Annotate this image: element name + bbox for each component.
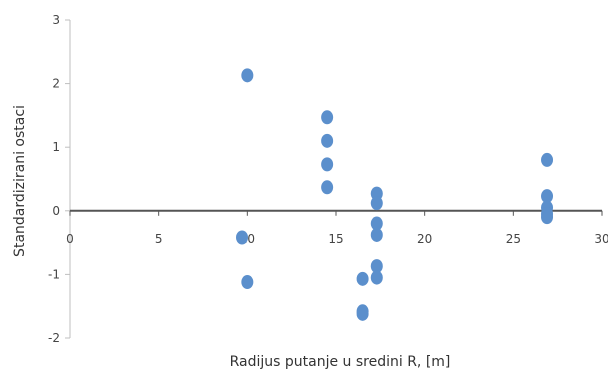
data-point [321,133,334,148]
y-axis-title: Standardizirani ostaci [12,105,28,257]
data-point [541,152,554,167]
x-tick-label: 30 [594,232,608,246]
x-axis-title: Radijus putanje u sredini R, [m] [230,354,451,369]
data-point [321,110,334,125]
data-point [241,275,254,290]
data-point [321,180,334,195]
data-point [241,68,254,83]
data-point [541,210,554,225]
x-tick-label: 20 [417,232,432,246]
x-axis: 051015202530 [66,209,608,246]
y-tick-label: -1 [48,267,60,281]
data-point [370,216,383,231]
data-point [321,157,334,172]
x-tick-label: 0 [66,232,74,246]
y-tick-label: 1 [52,140,60,154]
x-tick-label: 5 [155,232,163,246]
data-point [541,189,554,204]
data-points [236,68,554,321]
y-tick-label: 2 [52,77,60,91]
data-point [370,227,383,242]
data-point [356,306,369,321]
y-tick-label: -2 [48,331,60,345]
data-point [356,271,369,286]
y-axis: -2 -1 0 1 2 3 [48,13,71,345]
x-tick-label: 15 [328,232,343,246]
y-tick-label: 0 [52,204,60,218]
x-tick-label: 25 [506,232,521,246]
data-point [370,259,383,274]
y-tick-label: 3 [52,13,60,27]
data-point [370,270,383,285]
data-point [236,230,249,245]
data-point [370,196,383,211]
